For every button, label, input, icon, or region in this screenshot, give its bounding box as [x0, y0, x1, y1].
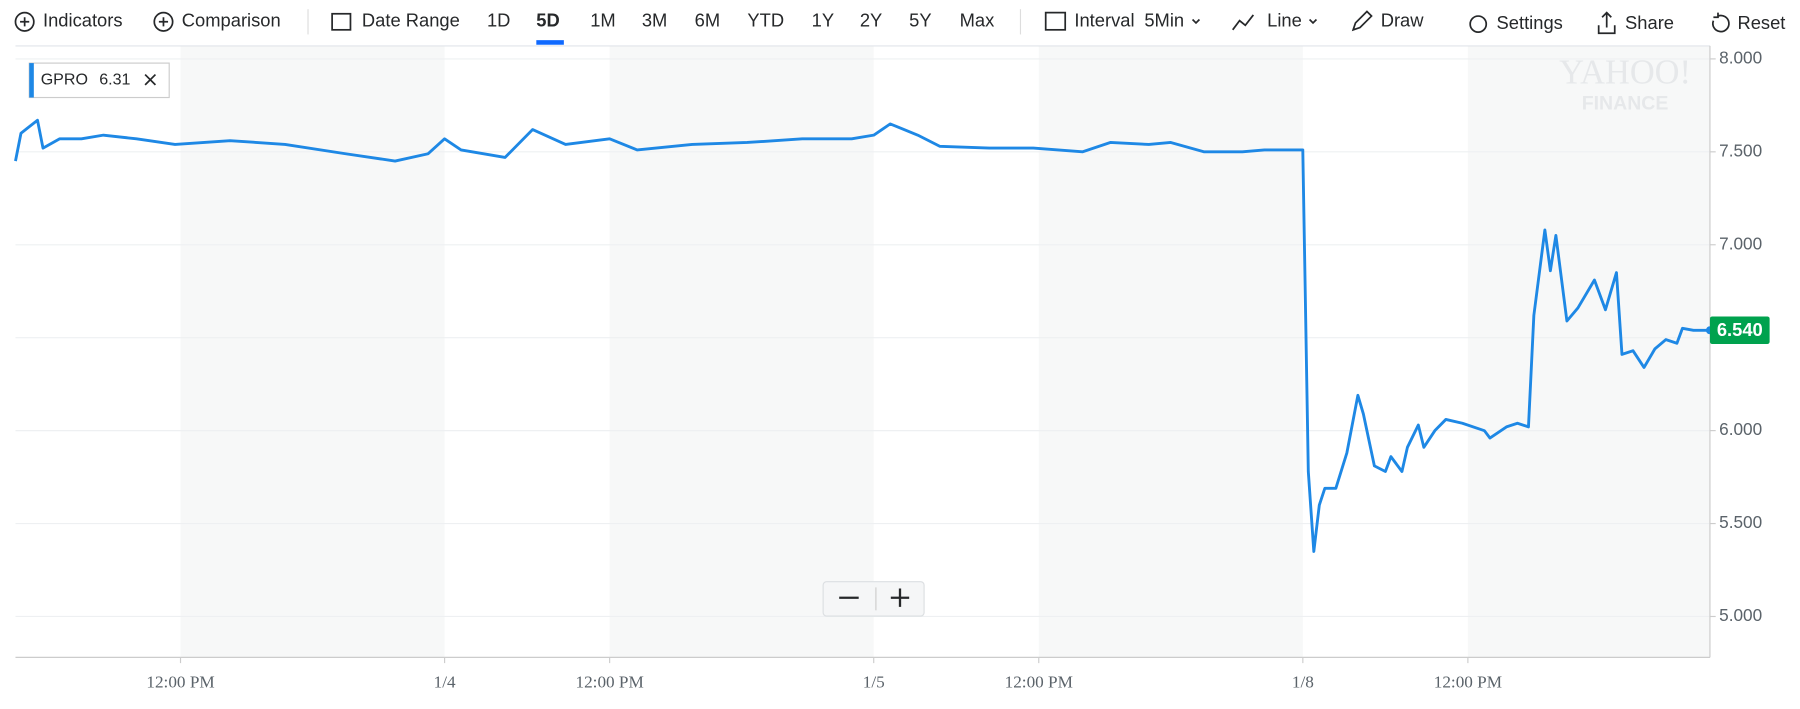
icon	[1191, 18, 1201, 25]
x-tick-label: 12:00 PM	[146, 673, 214, 692]
toolbar: Indicators Comparison Date Range 1D 5D 1…	[14, 9, 1785, 47]
range-button[interactable]: YTD	[747, 10, 784, 31]
icon	[1044, 11, 1067, 31]
icon	[1232, 14, 1255, 31]
plot-background	[180, 45, 1710, 658]
range-button[interactable]: 1Y	[812, 10, 834, 31]
legend-close[interactable]	[144, 73, 157, 86]
y-tick-label: 6.000	[1719, 419, 1762, 439]
icon	[1351, 10, 1373, 32]
icon	[1469, 15, 1488, 33]
settings-button[interactable]: Settings	[1497, 12, 1563, 33]
icon	[158, 17, 169, 27]
icon	[1597, 11, 1616, 35]
legend-value: 6.31	[99, 71, 130, 89]
icon	[1308, 18, 1318, 25]
range-button[interactable]: 2Y	[860, 10, 882, 31]
legend: GPRO 6.31	[28, 62, 170, 99]
x-tick-label: 1/8	[1292, 673, 1314, 692]
range-button[interactable]: 3M	[642, 10, 667, 31]
session-band	[1038, 45, 1303, 658]
range-button[interactable]: 1D	[487, 10, 510, 31]
comparison-button[interactable]: Comparison	[182, 10, 281, 31]
y-tick-label: 7.500	[1719, 140, 1762, 160]
y-tick-label: 7.000	[1719, 233, 1762, 253]
draw-button[interactable]: Draw	[1381, 10, 1425, 31]
legend-box	[28, 62, 170, 99]
range-button[interactable]: 5Y	[909, 10, 931, 31]
watermark: FINANCE	[1582, 93, 1669, 115]
x-tick-label: 12:00 PM	[1434, 673, 1502, 692]
y-tick-label: 5.000	[1719, 605, 1762, 625]
price-badge-label: 6.540	[1717, 319, 1763, 340]
icon	[331, 12, 352, 31]
interval-value[interactable]: 5Min	[1144, 10, 1184, 31]
legend-swatch	[29, 63, 34, 98]
legend-symbol: GPRO	[41, 71, 88, 89]
icon	[14, 11, 35, 32]
x-tick-label: 1/4	[434, 673, 456, 692]
watermark: YAHOO!	[1559, 54, 1691, 92]
indicators-button[interactable]: Indicators	[43, 10, 123, 31]
selected-indicator	[536, 40, 564, 45]
x-tick-label: 12:00 PM	[1005, 673, 1073, 692]
price-line	[14, 118, 1710, 553]
y-tick-label: 5.500	[1719, 512, 1762, 532]
plot: 5.0005.5006.0006.5007.0007.5008.00012:00…	[14, 45, 1770, 692]
icon	[20, 17, 30, 27]
date-range-button[interactable]: Date Range	[362, 10, 460, 31]
reset-button[interactable]: Reset	[1737, 12, 1785, 33]
zoom-in-button[interactable]	[890, 588, 910, 607]
x-tick-label: 12:00 PM	[575, 673, 643, 692]
session-band	[1467, 45, 1710, 658]
interval-label[interactable]: Interval	[1074, 10, 1134, 31]
range-button-selected[interactable]: 5D	[536, 10, 559, 31]
x-tick-label: 1/5	[863, 673, 885, 692]
line-type-button[interactable]: Line	[1267, 10, 1302, 31]
range-button[interactable]: 6M	[695, 10, 720, 31]
share-button[interactable]: Share	[1625, 12, 1674, 33]
session-band	[180, 45, 445, 658]
y-tick-label: 8.000	[1719, 47, 1762, 67]
price-badge	[1709, 316, 1770, 345]
icon	[1712, 12, 1730, 33]
zoom-controls	[822, 581, 925, 617]
range-button[interactable]: Max	[960, 10, 995, 31]
range-button[interactable]: 1M	[590, 10, 615, 31]
icon	[153, 11, 174, 32]
